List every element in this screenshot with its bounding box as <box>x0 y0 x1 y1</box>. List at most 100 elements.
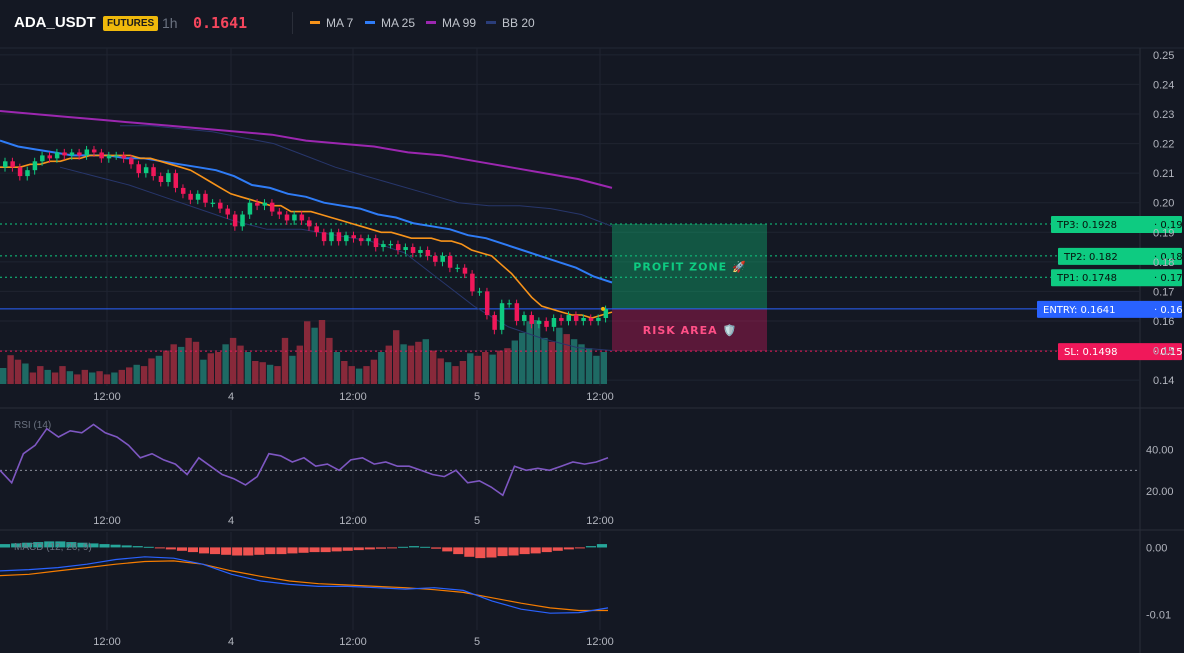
volume-bar <box>585 348 593 384</box>
legend-label-ma25: MA 25 <box>381 16 416 30</box>
macd-histogram-bar <box>22 542 33 548</box>
volume-bar <box>556 327 563 384</box>
macd-histogram-bar <box>508 547 519 556</box>
candle-body <box>54 152 60 159</box>
symbol-title[interactable]: ADA_USDT <box>14 14 96 31</box>
macd-histogram-bar <box>287 547 298 554</box>
candle-body <box>180 187 186 194</box>
macd-histogram-bar <box>55 541 66 548</box>
volume-bar <box>252 361 259 384</box>
volume-bar <box>178 346 185 384</box>
volume-bar <box>459 361 467 384</box>
macd-histogram-bar <box>486 547 497 558</box>
macd-histogram-bar <box>11 543 22 548</box>
bb-upper-line <box>120 125 613 227</box>
legend-ma99[interactable]: MA 99 <box>426 16 476 30</box>
candle-body <box>484 291 490 316</box>
legend-ma25[interactable]: MA 25 <box>365 16 415 30</box>
candle-body <box>344 235 349 242</box>
legend-label-ma99: MA 99 <box>442 16 477 30</box>
candle-body <box>84 149 90 156</box>
candle-body <box>292 214 297 221</box>
candle-body <box>158 176 164 182</box>
price-axis-tick: 0.24 <box>1153 79 1174 91</box>
volume-bar <box>111 372 118 384</box>
candle-body <box>395 244 401 250</box>
volume-bar <box>504 348 511 384</box>
time-axis-tick: 12:00 <box>586 391 614 403</box>
macd-histogram-bar <box>585 546 596 548</box>
macd-histogram-bar <box>121 545 132 548</box>
time-axis-tick: 5 <box>474 636 480 648</box>
candle-body <box>299 214 305 221</box>
price-axis-tick: 0.20 <box>1153 198 1174 210</box>
timeframe-label[interactable]: 1h <box>162 15 178 31</box>
volume-bar <box>348 366 355 384</box>
volume-bar <box>444 362 452 384</box>
time-axis-tick: 12:00 <box>93 391 121 403</box>
candle-body <box>307 220 312 227</box>
volume-bar <box>7 355 14 384</box>
macd-histogram-bar <box>176 547 187 551</box>
candle-body <box>143 167 149 174</box>
candle-body <box>566 315 572 321</box>
time-axis-tick: 12:00 <box>339 636 367 648</box>
macd-histogram-bar <box>464 547 475 557</box>
candle-body <box>225 208 230 215</box>
rsi-title: RSI (14) <box>14 420 51 431</box>
candle-body <box>499 303 505 330</box>
macd-histogram-bar <box>88 543 99 548</box>
level-tag: TP1: 0.1748 · 0.17 <box>1051 269 1183 287</box>
macd-histogram-bar <box>243 547 254 556</box>
time-axis-tick: 5 <box>474 391 480 403</box>
volume-bar <box>563 334 570 384</box>
volume-bar <box>14 359 22 384</box>
volume-bar <box>385 345 392 384</box>
ma7-line <box>0 154 613 319</box>
candle-body <box>269 202 275 212</box>
volume-bar <box>126 367 133 384</box>
legend-swatch-ma99 <box>426 21 436 25</box>
volume-bar <box>59 366 66 384</box>
macd-title: MACD (12, 26, 9) <box>14 542 92 553</box>
level-tag-bg <box>1058 247 1182 265</box>
candle-body <box>492 315 497 330</box>
candle-body <box>99 152 104 159</box>
candle-body <box>507 303 512 305</box>
volume-bar <box>244 352 252 384</box>
macd-histogram-bar <box>99 544 110 548</box>
macd-histogram-bar <box>210 547 221 555</box>
legend-ma7[interactable]: MA 7 <box>310 16 353 30</box>
volume-bar <box>482 352 489 384</box>
time-axis-tick: 12:00 <box>586 636 614 648</box>
macd-histogram-bar <box>320 547 331 553</box>
candle-body <box>603 309 609 318</box>
macd-histogram-bar <box>110 544 121 548</box>
volume-bar <box>118 369 125 384</box>
legend-swatch-ma7 <box>310 21 320 25</box>
futures-badge: FUTURES <box>103 16 159 31</box>
volume-bar <box>207 353 214 384</box>
volume-bar <box>96 371 103 384</box>
candle-body <box>240 214 245 227</box>
macd-histogram-bar <box>552 547 563 551</box>
macd-histogram-bar <box>165 547 176 550</box>
time-axis-tick: 12:00 <box>93 636 121 648</box>
macd-histogram-bar <box>254 547 265 555</box>
volume-bar <box>452 366 459 384</box>
bb-lower-line <box>59 166 613 351</box>
candle-body <box>121 155 127 159</box>
legend-bb20[interactable]: BB 20 <box>486 16 535 30</box>
candle-body <box>173 173 179 188</box>
volume-bar <box>44 369 51 384</box>
macd-histogram-bar <box>420 546 431 548</box>
level-tag-axis-value: · 0.16 <box>1154 305 1183 316</box>
candle-body <box>284 214 290 221</box>
macd-histogram-bar <box>530 547 541 554</box>
volume-bar <box>29 372 37 384</box>
candle-body <box>588 318 594 321</box>
macd-histogram-bar <box>353 547 364 551</box>
price-axis-tick: 0.18 <box>1153 257 1174 269</box>
profit-zone-box <box>612 223 767 309</box>
